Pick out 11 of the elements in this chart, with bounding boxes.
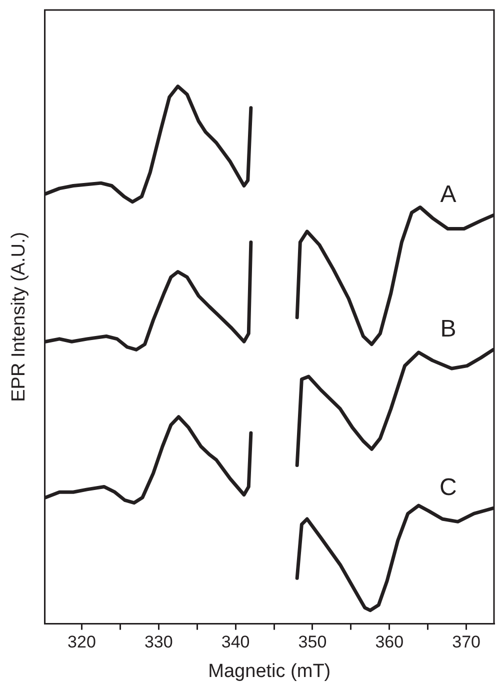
x-tick-label: 320 — [68, 632, 96, 652]
y-axis-title: EPR Intensity (A.U.) — [8, 232, 30, 402]
x-tick-label: 350 — [298, 632, 327, 652]
series-label: C — [440, 474, 457, 501]
x-tick-label: 340 — [221, 632, 250, 652]
x-tick-label: 360 — [375, 632, 404, 652]
series-label: B — [440, 315, 456, 342]
x-tick-label: 330 — [144, 632, 173, 652]
series-label: A — [440, 180, 456, 208]
x-tick-label: 370 — [452, 632, 480, 652]
x-axis-title: Magnetic (mT) — [208, 660, 331, 682]
